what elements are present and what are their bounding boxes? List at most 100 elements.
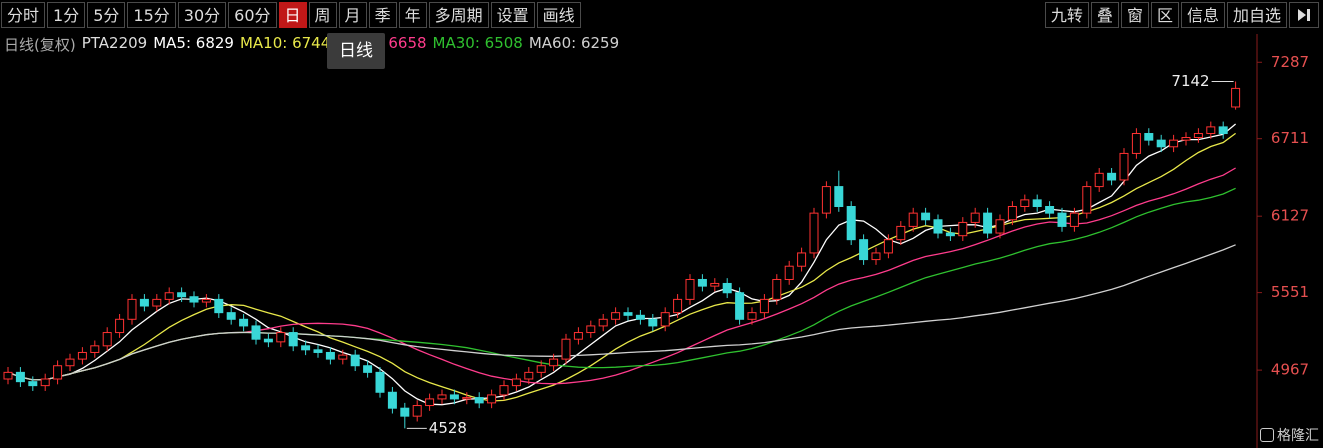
candle-body bbox=[648, 318, 658, 327]
candle-body bbox=[524, 371, 534, 380]
ma-line bbox=[7, 167, 1236, 385]
candle-body bbox=[65, 358, 75, 367]
candle-body bbox=[759, 298, 769, 314]
low-label: 4528 bbox=[429, 419, 467, 437]
period-button[interactable]: 15分 bbox=[127, 2, 176, 28]
candle-body bbox=[189, 296, 199, 303]
candle-body bbox=[1181, 137, 1191, 141]
candle-body bbox=[970, 212, 980, 223]
candle-body bbox=[363, 365, 373, 373]
candle-body bbox=[449, 394, 459, 400]
tool-button[interactable]: 九转 bbox=[1044, 2, 1089, 28]
candle-body bbox=[177, 292, 187, 298]
period-button[interactable]: 多周期 bbox=[428, 2, 489, 28]
candle-body bbox=[164, 292, 174, 300]
tool-button[interactable]: 窗 bbox=[1120, 2, 1149, 28]
candle-body bbox=[1045, 206, 1055, 214]
candle-body bbox=[921, 212, 931, 221]
candle-body bbox=[1218, 126, 1228, 135]
candle-body bbox=[821, 186, 831, 214]
candle-body bbox=[635, 314, 645, 320]
period-button[interactable]: 设置 bbox=[490, 2, 535, 28]
candle-body bbox=[1007, 206, 1017, 221]
candle-body bbox=[747, 312, 757, 320]
period-button[interactable]: 周 bbox=[308, 2, 337, 28]
period-buttons: 分时 1分 5分 15分 30分 60分日周月季年多周期 设置 画线 bbox=[1, 2, 581, 28]
candle-body bbox=[90, 345, 100, 353]
candle-body bbox=[1069, 212, 1079, 227]
candle-body bbox=[710, 282, 720, 287]
candle-body bbox=[809, 212, 819, 254]
candle-body bbox=[511, 378, 521, 387]
candle-body bbox=[375, 371, 385, 393]
candle-body bbox=[945, 232, 955, 237]
y-tick-label: 6127 bbox=[1271, 207, 1309, 225]
candle-body bbox=[995, 219, 1005, 234]
y-tick-label: 6711 bbox=[1271, 129, 1309, 147]
period-button[interactable]: 月 bbox=[338, 2, 367, 28]
candle-body bbox=[474, 397, 484, 404]
toolbar: 分时 1分 5分 15分 30分 60分日周月季年多周期 设置 画线 九转叠窗区信息 加自选 bbox=[0, 0, 1323, 30]
period-button[interactable]: 季 bbox=[368, 2, 397, 28]
candle-body bbox=[214, 298, 224, 314]
tool-buttons: 九转叠窗区信息 加自选 bbox=[1044, 2, 1319, 28]
candle-body bbox=[201, 298, 211, 303]
candle-body bbox=[859, 239, 869, 261]
ma-legend: MA10: 6744 bbox=[239, 34, 331, 52]
period-button[interactable]: 画线 bbox=[536, 2, 581, 28]
candle-body bbox=[77, 351, 87, 360]
period-button[interactable]: 年 bbox=[398, 2, 427, 28]
candle-body bbox=[1119, 152, 1129, 181]
period-button[interactable]: 30分 bbox=[177, 2, 227, 28]
tool-button[interactable]: 叠 bbox=[1090, 2, 1119, 28]
tool-button[interactable]: 加自选 bbox=[1226, 2, 1287, 28]
candle-body bbox=[325, 351, 335, 360]
ma-line bbox=[7, 244, 1236, 381]
candle-body bbox=[387, 391, 397, 409]
candle-body bbox=[28, 381, 38, 387]
candle-body bbox=[722, 282, 732, 294]
chart-title: 日线(复权) bbox=[4, 36, 76, 54]
candle-body bbox=[301, 345, 311, 351]
ma-legend: MA5: 6829 bbox=[153, 34, 234, 52]
period-button[interactable]: 分时 bbox=[1, 2, 46, 28]
candle-body bbox=[958, 221, 968, 237]
period-button[interactable]: 日 bbox=[278, 2, 307, 28]
candle-body bbox=[313, 349, 323, 353]
candle-body bbox=[226, 312, 236, 320]
candle-body bbox=[784, 265, 794, 280]
candle-body bbox=[437, 394, 447, 400]
candle-body bbox=[1131, 133, 1141, 154]
collapse-icon bbox=[1298, 9, 1310, 21]
period-button[interactable]: 1分 bbox=[47, 2, 86, 28]
candle-body bbox=[1193, 133, 1203, 138]
candle-body bbox=[276, 332, 286, 343]
y-tick-label: 7287 bbox=[1271, 53, 1309, 71]
period-button[interactable]: 60分 bbox=[228, 2, 277, 28]
watermark-text: 格隆汇 bbox=[1277, 428, 1319, 444]
candle-body bbox=[660, 312, 670, 327]
candle-body bbox=[834, 186, 844, 208]
symbol: PTA2209 bbox=[81, 34, 148, 52]
tool-button[interactable]: 信息 bbox=[1180, 2, 1225, 28]
candle-body bbox=[1231, 87, 1241, 108]
candle-body bbox=[40, 378, 50, 387]
candle-body bbox=[846, 206, 856, 241]
candle-body bbox=[797, 252, 807, 267]
watermark-logo bbox=[1260, 428, 1274, 442]
ma-legend: MA60: 6259 bbox=[528, 34, 620, 52]
candle-body bbox=[611, 312, 621, 320]
period-button[interactable]: 5分 bbox=[87, 2, 126, 28]
ma-legend: MA30: 6508 bbox=[432, 34, 523, 52]
watermark: 格隆汇 bbox=[1260, 425, 1319, 445]
candle-body bbox=[127, 298, 137, 320]
candle-body bbox=[115, 318, 125, 334]
collapse-button[interactable] bbox=[1289, 2, 1319, 28]
tool-button[interactable]: 区 bbox=[1150, 2, 1179, 28]
high-label: 7142 bbox=[1171, 72, 1209, 90]
candle-body bbox=[883, 239, 893, 254]
ma-line bbox=[7, 187, 1236, 381]
candle-body bbox=[586, 325, 596, 334]
